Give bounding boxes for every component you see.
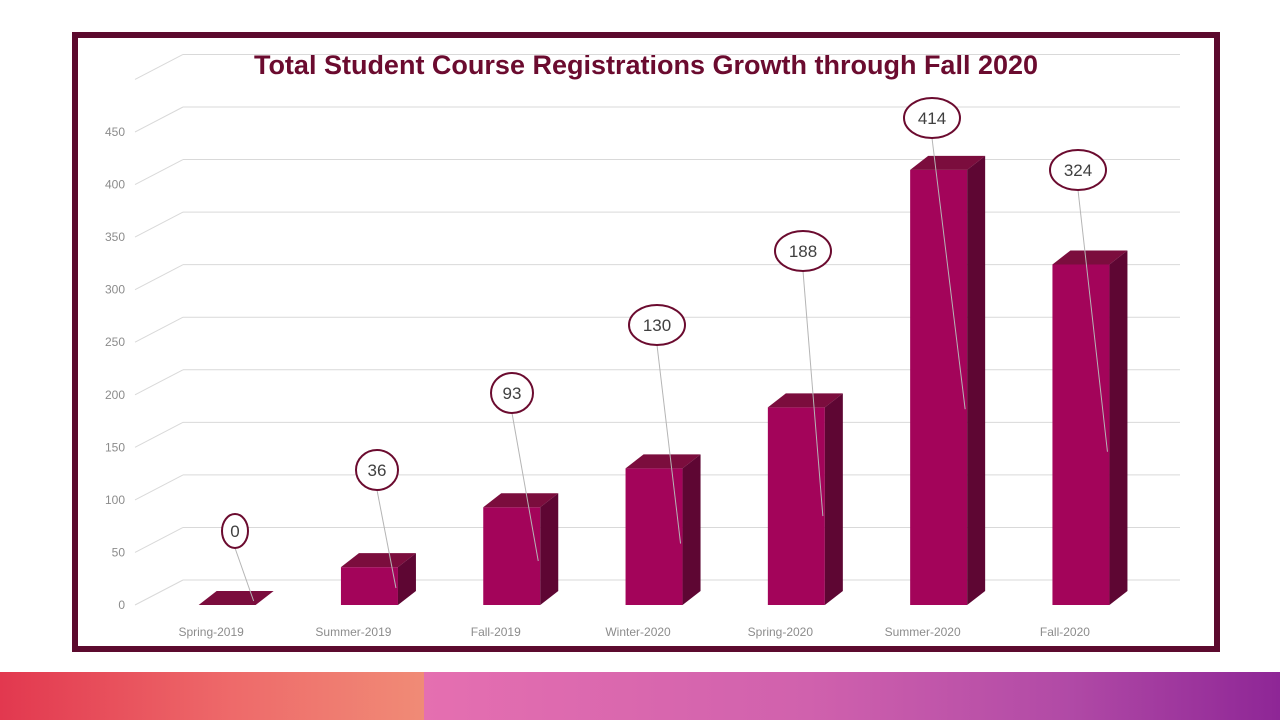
bar-summer-2019 [340,553,416,605]
data-label-fall-2019: 93 [490,372,534,414]
leader-line [802,270,824,517]
y-axis-ticks: 0 50 100 150 200 250 300 350 400 450 [105,125,125,612]
y-tick-label: 150 [105,440,125,454]
leader-line [234,547,255,602]
y-tick-label: 300 [105,283,125,297]
bar-top [625,454,701,469]
y-tick-label: 50 [112,545,126,559]
bar-front [767,407,825,605]
bar-front [910,169,968,605]
data-label-text: 0 [230,522,239,541]
data-label-bubble [490,372,534,414]
data-label-spring-2019: 0 [221,513,249,549]
gridline-diagonal [134,316,184,343]
bar-side [967,155,986,605]
gridline-diagonal [134,527,184,553]
gridline-diagonal [134,211,184,238]
leader-line [656,344,682,544]
data-label-summer-2020: 414 [903,97,961,139]
data-label-bubble [355,449,399,491]
gridline-diagonal [134,421,184,448]
gridline-diagonal [134,474,184,501]
bar-spring-2020 [767,393,843,605]
bar-top [1052,250,1128,265]
bar-side [397,553,416,605]
x-tick-label: Spring-2019 [178,625,244,639]
bar-spring-2019 [198,591,274,605]
gridline-diagonal [134,579,184,606]
y-tick-label: 250 [105,335,125,349]
leader-line [931,137,966,410]
y-tick-label: 200 [105,388,125,402]
bar-front [340,567,398,605]
data-label-text: 324 [1064,161,1092,180]
gridline-diagonal [134,264,184,291]
data-label-text: 130 [643,316,671,335]
data-label-winter-2020: 130 [628,304,686,346]
data-label-text: 188 [789,242,817,261]
bar-top [483,493,559,508]
bar-side [824,393,843,605]
bar-winter-2020 [625,454,701,605]
leader-line [376,489,397,589]
bar-summer-2020 [910,155,986,605]
data-label-text: 414 [918,109,946,128]
bar-front [1052,264,1110,605]
data-label-summer-2019: 36 [355,449,399,491]
bar-fall-2019 [483,493,559,605]
x-tick-label: Summer-2020 [885,625,961,639]
x-tick-label: Winter-2020 [605,625,671,639]
y-tick-label: 100 [105,493,125,507]
x-tick-label: Fall-2019 [471,625,521,639]
data-labels: 0 36 93 130 188 414 324 [221,97,1107,549]
bar-top [340,553,416,568]
y-tick-label: 400 [105,178,125,192]
y-tick-label: 450 [105,125,125,139]
bar-top [910,155,986,170]
label-leaders [234,137,1108,602]
data-label-text: 36 [368,461,387,480]
x-tick-label: Summer-2019 [315,625,391,639]
leader-line [1077,189,1108,452]
data-label-bubble [774,230,832,272]
bar-fall-2020 [1052,250,1128,605]
y-tick-label: 0 [118,598,125,612]
footer-band-left [0,672,424,720]
x-tick-label: Spring-2020 [748,625,814,639]
bar-side [540,493,559,605]
chart-title: Total Student Course Registrations Growt… [253,50,1039,80]
data-label-spring-2020: 188 [774,230,832,272]
bar-top [767,393,843,408]
gridline-diagonal [134,159,184,185]
data-label-fall-2020: 324 [1049,149,1107,191]
bars [198,155,1128,605]
data-label-bubble [221,513,249,549]
gridline-diagonal [134,54,184,80]
bar-side [1109,250,1128,605]
data-label-bubble [628,304,686,346]
y-tick-label: 350 [105,230,125,244]
data-label-text: 93 [503,384,522,403]
bar-front [483,507,541,605]
gridline-diagonal [134,369,184,396]
bar-front [625,468,683,605]
gridline-diagonal [134,106,184,133]
data-label-bubble [1049,149,1107,191]
x-tick-label: Fall-2020 [1040,625,1090,639]
bar-side [682,454,701,605]
bar-top [198,591,274,605]
footer-band-right [424,672,1280,720]
leader-line [511,412,539,562]
data-label-bubble [903,97,961,139]
x-axis-ticks: Spring-2019 Summer-2019 Fall-2019 Winter-20… [178,625,1090,639]
